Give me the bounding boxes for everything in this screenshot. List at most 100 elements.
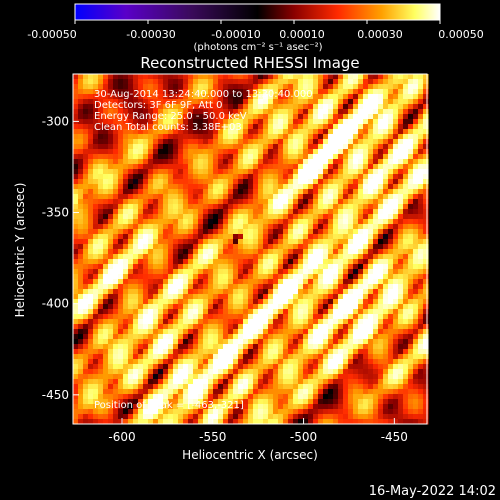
- heatmap-cell: [188, 119, 194, 125]
- heatmap-cell: [88, 84, 94, 90]
- heatmap-cell: [138, 194, 144, 200]
- heatmap-cell: [253, 354, 259, 360]
- heatmap-cell: [133, 394, 139, 400]
- heatmap-cell: [423, 324, 429, 330]
- heatmap-cell: [413, 269, 419, 275]
- heatmap-cell: [98, 369, 104, 375]
- heatmap-cell: [158, 114, 164, 120]
- heatmap-cell: [408, 99, 414, 105]
- heatmap-cell: [183, 364, 189, 370]
- heatmap-cell: [308, 104, 314, 110]
- heatmap-cell: [383, 329, 389, 335]
- heatmap-cell: [328, 164, 334, 170]
- heatmap-cell: [318, 174, 324, 180]
- heatmap-cell: [373, 199, 379, 205]
- heatmap-cell: [168, 144, 174, 150]
- heatmap-cell: [138, 114, 144, 120]
- heatmap-cell: [248, 174, 254, 180]
- heatmap-cell: [213, 359, 219, 365]
- heatmap-cell: [348, 364, 354, 370]
- heatmap-cell: [383, 254, 389, 260]
- heatmap-cell: [88, 299, 94, 305]
- heatmap-cell: [238, 114, 244, 120]
- heatmap-cell: [108, 394, 114, 400]
- heatmap-cell: [263, 114, 269, 120]
- heatmap-cell: [128, 364, 134, 370]
- heatmap-cell: [113, 414, 119, 420]
- heatmap-cell: [358, 174, 364, 180]
- heatmap-cell: [128, 324, 134, 330]
- heatmap-cell: [218, 199, 224, 205]
- heatmap-cell: [418, 194, 424, 200]
- heatmap-cell: [423, 249, 429, 255]
- heatmap-cell: [108, 84, 114, 90]
- heatmap-cell: [93, 114, 99, 120]
- heatmap-cell: [223, 204, 229, 210]
- heatmap-cell: [348, 369, 354, 375]
- heatmap-cell: [178, 109, 184, 115]
- heatmap-cell: [168, 354, 174, 360]
- heatmap-cell: [158, 204, 164, 210]
- heatmap-cell: [183, 394, 189, 400]
- heatmap-cell: [103, 94, 109, 100]
- heatmap-cell: [363, 194, 369, 200]
- heatmap-cell: [173, 309, 179, 315]
- heatmap-cell: [163, 74, 169, 80]
- heatmap-cell: [183, 319, 189, 325]
- heatmap-cell: [348, 149, 354, 155]
- heatmap-cell: [158, 74, 164, 80]
- heatmap-cell: [403, 359, 409, 365]
- heatmap-cell: [293, 189, 299, 195]
- heatmap-cell: [268, 409, 274, 415]
- heatmap-cell: [228, 194, 234, 200]
- heatmap-cell: [338, 234, 344, 240]
- heatmap-cell: [178, 154, 184, 160]
- heatmap-cell: [348, 119, 354, 125]
- heatmap-cell: [348, 204, 354, 210]
- heatmap-cell: [258, 144, 264, 150]
- heatmap-cell: [363, 314, 369, 320]
- heatmap-cell: [88, 239, 94, 245]
- heatmap-cell: [263, 194, 269, 200]
- heatmap-cell: [403, 259, 409, 265]
- heatmap-cell: [88, 159, 94, 165]
- heatmap-cell: [148, 169, 154, 175]
- heatmap-cell: [88, 114, 94, 120]
- heatmap-cell: [318, 294, 324, 300]
- heatmap-cell: [273, 119, 279, 125]
- heatmap-cell: [398, 409, 404, 415]
- heatmap-cell: [218, 124, 224, 130]
- heatmap-cell: [143, 224, 149, 230]
- heatmap-cell: [378, 119, 384, 125]
- heatmap-cell: [383, 414, 389, 420]
- heatmap-cell: [118, 169, 124, 175]
- heatmap-cell: [228, 354, 234, 360]
- heatmap-cell: [188, 229, 194, 235]
- heatmap-cell: [173, 74, 179, 80]
- heatmap-cell: [93, 279, 99, 285]
- heatmap-cell: [418, 164, 424, 170]
- heatmap-cell: [253, 409, 259, 415]
- heatmap-cell: [173, 239, 179, 245]
- heatmap-cell: [248, 364, 254, 370]
- heatmap-cell: [283, 209, 289, 215]
- heatmap-cell: [423, 159, 429, 165]
- heatmap-cell: [253, 269, 259, 275]
- heatmap-cell: [98, 214, 104, 220]
- heatmap-cell: [353, 354, 359, 360]
- heatmap-cell: [268, 359, 274, 365]
- heatmap-cell: [228, 414, 234, 420]
- heatmap-cell: [383, 209, 389, 215]
- heatmap-cell: [303, 204, 309, 210]
- heatmap-cell: [423, 204, 429, 210]
- heatmap-cell: [128, 199, 134, 205]
- heatmap-cell: [348, 239, 354, 245]
- heatmap-cell: [248, 214, 254, 220]
- heatmap-cell: [268, 249, 274, 255]
- heatmap-cell: [358, 324, 364, 330]
- heatmap-cell: [343, 279, 349, 285]
- heatmap-cell: [233, 114, 239, 120]
- heatmap-cell: [363, 339, 369, 345]
- heatmap-cell: [278, 399, 284, 405]
- heatmap-cell: [368, 129, 374, 135]
